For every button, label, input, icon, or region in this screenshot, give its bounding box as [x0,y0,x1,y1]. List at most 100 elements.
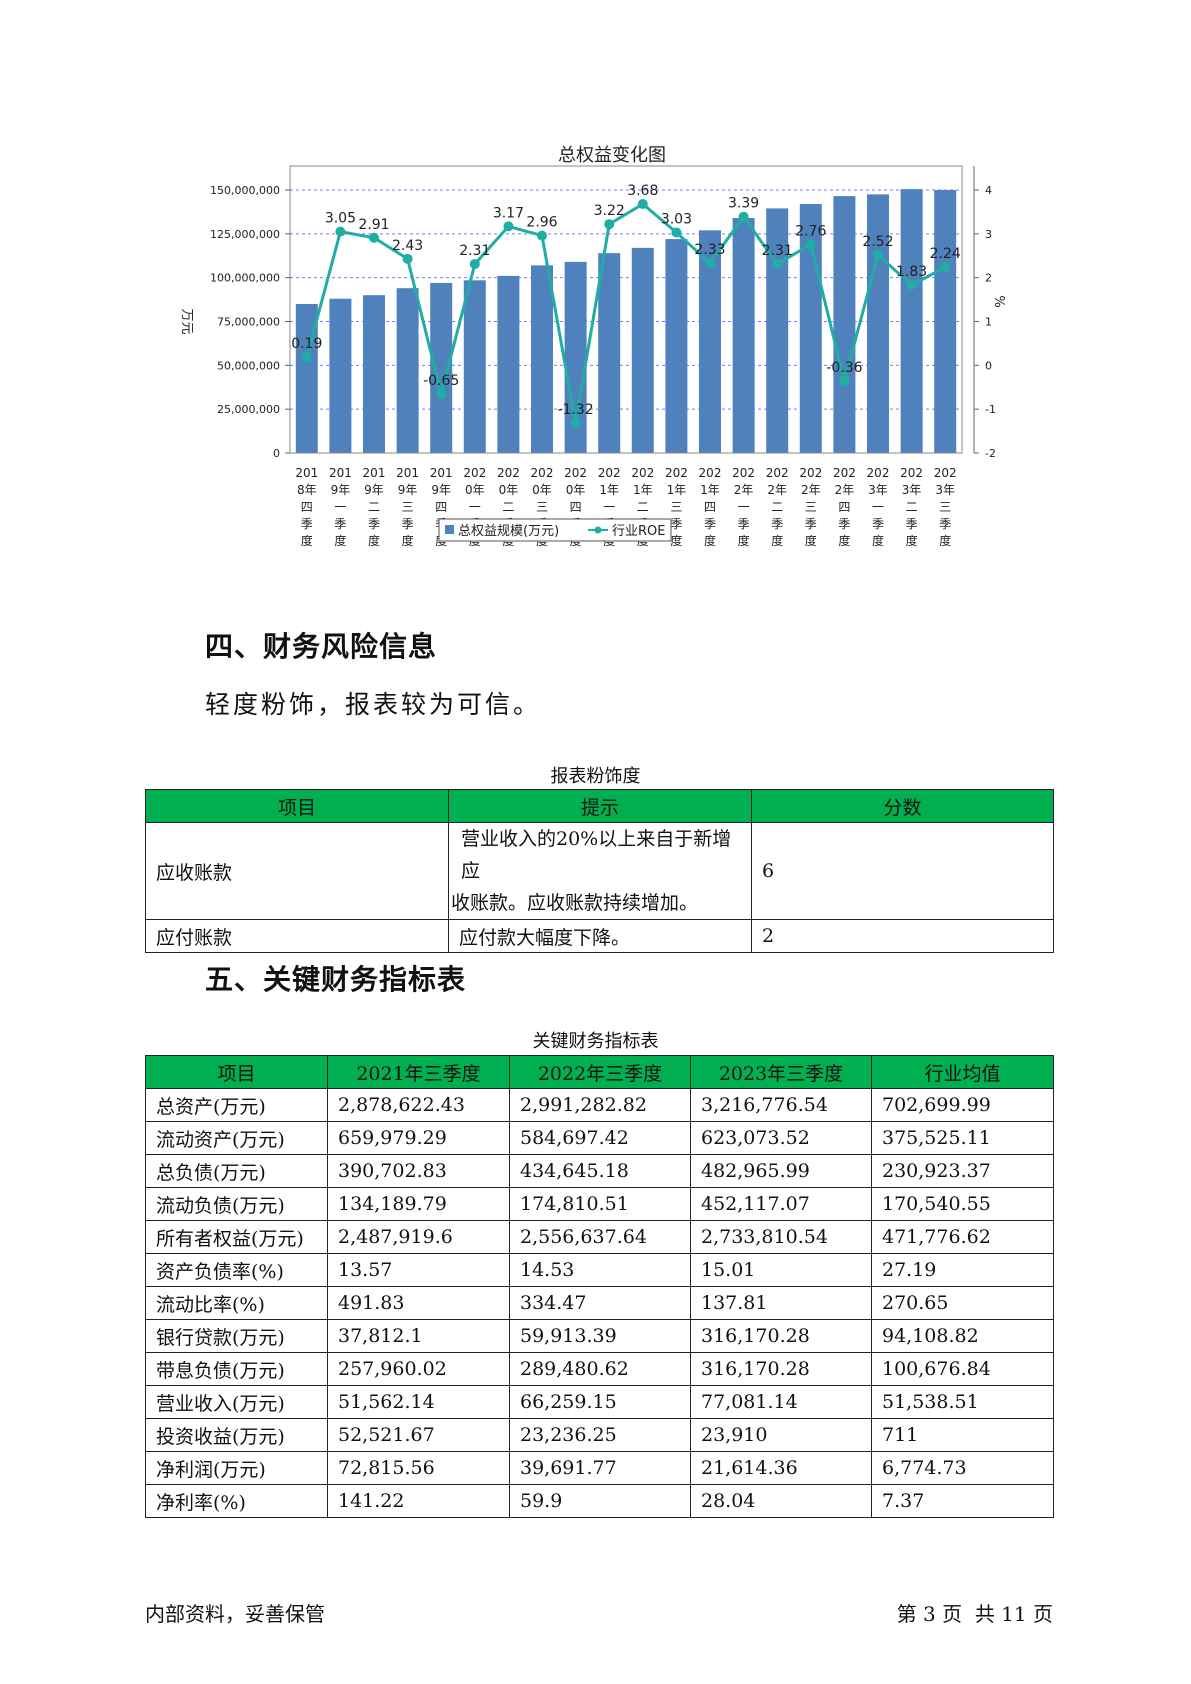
column-header: 分数 [751,789,1054,823]
page-number: 第 3 页 共 11 页 [896,1602,1053,1626]
risk-table: 项目 提示 分数 应收账款 营业收入的20%以上来自于新增应 收账款。应收账款持… [145,789,1054,953]
x-tick-label: 一 [469,500,481,514]
x-tick-label: 季 [771,517,783,531]
y-left-axis-label: 万元 [179,308,194,334]
table-cell-value: 3,216,776.54 [690,1088,872,1122]
x-tick-label: 2年 [801,483,821,497]
hint-line: 收账款。应收账款持续增加。 [451,892,699,914]
x-tick-label: 0年 [465,483,485,497]
y-left-tick-label: 125,000,000 [210,228,280,241]
x-tick-label: 0年 [532,483,552,497]
x-tick-label: 度 [704,533,716,548]
roe-data-label: -0.65 [423,373,459,389]
x-tick-label: 二 [771,500,783,514]
kpi-table-header: 项目 2021年三季度 2022年三季度 2023年三季度 行业均值 [145,1055,1054,1089]
bar [363,295,385,453]
x-tick-label: 二 [637,500,649,514]
roe-data-label: -1.32 [557,402,593,418]
x-tick-label: 度 [670,533,682,548]
x-tick-label: 度 [939,533,951,548]
x-tick-label: 9年 [364,483,384,497]
table-cell-item: 带息负债(万元) [145,1352,328,1386]
table-row: 应付账款 应付款大幅度下降。 2 [145,919,1054,953]
table-cell-item: 资产负债率(%) [145,1253,328,1287]
x-tick-label: 202 [531,466,554,480]
legend-swatch-bar [445,525,454,534]
x-tick-label: 季 [368,517,380,531]
x-tick-label: 201 [363,466,386,480]
table-cell-value: 94,108.82 [871,1319,1054,1353]
hint-line: 营业收入的20%以上来自于新增应 [461,828,732,882]
bar [631,247,654,453]
column-header: 项目 [145,789,449,823]
table-cell-value: 51,562.14 [327,1385,510,1419]
roe-data-label: 2.76 [795,223,826,239]
table-cell-value: 270.65 [871,1286,1054,1320]
table-cell-value: 584,697.42 [509,1121,691,1155]
x-tick-label: 202 [732,466,755,480]
y-right-tick-label: 4 [985,184,992,197]
table-cell-value: 72,815.56 [327,1451,510,1485]
table-cell-item: 净利率(%) [145,1484,328,1518]
x-tick-label: 3年 [868,483,888,497]
x-tick-label: 202 [934,466,957,480]
bar [934,190,957,453]
roe-point [369,232,379,243]
x-tick-label: 202 [833,466,856,480]
table-cell-value: 14.53 [509,1253,691,1287]
table-cell-item: 流动负债(万元) [145,1187,328,1221]
x-tick-label: 一 [872,500,884,514]
table-row: 投资收益(万元) 52,521.67 23,236.25 23,910 711 [145,1418,1054,1452]
risk-table-caption: 报表粉饰度 [550,766,641,787]
x-tick-label: 8年 [297,483,317,497]
table-cell-value: 66,259.15 [509,1385,691,1419]
x-tick-label: 度 [402,533,414,548]
x-tick-label: 202 [463,466,486,480]
table-cell-item: 总资产(万元) [145,1088,328,1122]
x-tick-label: 2年 [835,483,855,497]
table-row: 带息负债(万元) 257,960.02 289,480.62 316,170.28 10… [145,1352,1054,1386]
bar [430,282,453,453]
roe-point [469,259,480,270]
y-right-tick-label: -1 [985,403,996,416]
x-tick-label: 季 [939,517,951,531]
table-cell-item: 净利润(万元) [145,1451,328,1485]
kpi-table: 项目 2021年三季度 2022年三季度 2023年三季度 行业均值 总资产(万… [145,1055,1054,1518]
roe-data-label: 2.91 [358,217,389,233]
x-tick-label: 度 [805,533,817,548]
table-cell-value: 471,776.62 [871,1220,1054,1254]
roe-point [705,258,715,269]
x-tick-label: 度 [334,533,346,548]
table-cell-value: 59,913.39 [509,1319,691,1353]
roe-point [671,227,682,238]
roe-point [402,253,413,264]
table-cell-value: 174,810.51 [509,1187,691,1221]
table-cell-item: 所有者权益(万元) [145,1220,328,1254]
table-cell-value: 23,910 [690,1418,872,1452]
x-tick-label: 四 [301,500,313,514]
bar [699,230,721,453]
x-tick-label: 季 [738,517,750,531]
x-tick-label: 三 [805,500,817,514]
table-cell-value: 2,991,282.82 [509,1088,691,1122]
x-tick-label: 季 [838,517,850,531]
table-cell-item: 银行贷款(万元) [145,1319,328,1353]
x-tick-label: 202 [900,466,923,480]
y-right-axis-label: % [991,295,1006,307]
y-right-tick-label: 3 [985,228,992,241]
y-left-tick-label: 25,000,000 [217,403,280,416]
column-header: 提示 [448,789,752,823]
roe-point [637,199,648,210]
x-tick-label: 四 [435,500,447,514]
table-cell-value: 711 [871,1418,1054,1452]
legend-label: 行业ROE [612,524,665,539]
roe-point [805,239,816,250]
y-left-tick-label: 100,000,000 [210,272,280,285]
table-cell-item: 营业收入(万元) [145,1385,328,1419]
table-row: 流动比率(%) 491.83 334.47 137.81 270.65 [145,1286,1054,1320]
x-tick-label: 度 [771,533,783,548]
y-right-tick-label: 0 [985,359,992,372]
roe-point [873,249,883,260]
table-cell-value: 27.19 [871,1253,1054,1287]
table-cell-item: 流动比率(%) [145,1286,328,1320]
